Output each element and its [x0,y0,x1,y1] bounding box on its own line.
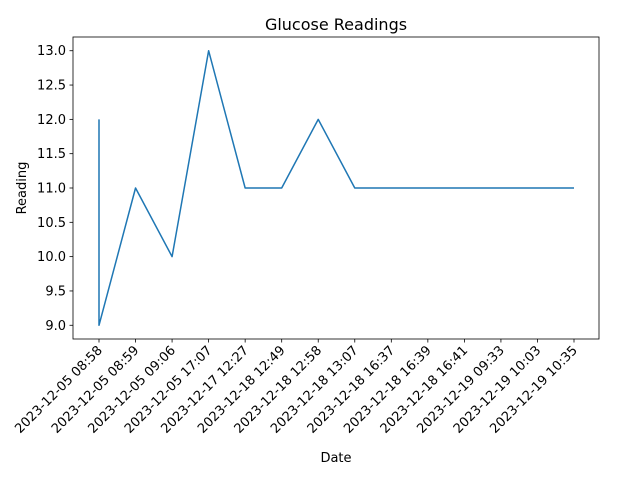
series-line [98,49,574,327]
y-tick-label: 12.5 [37,79,66,94]
y-tick-label: 10.5 [37,216,66,231]
y-axis: 9.0 9.5 10.0 10.5 11.0 11.5 12.0 12.5 13.0 [37,44,73,334]
y-tick-label: 9.5 [45,284,66,299]
y-tick-label: 11.0 [37,182,66,197]
y-tick-label: 9.0 [45,319,66,334]
plot-area [72,36,600,340]
chart-title: Glucose Readings [265,15,407,34]
y-tick-label: 13.0 [37,44,66,59]
y-tick-label: 10.0 [37,250,66,265]
x-axis-label: Date [320,451,351,466]
y-tick-label: 11.5 [37,147,66,162]
y-tick-label: 12.0 [37,113,66,128]
y-axis-label: Reading [15,162,30,215]
